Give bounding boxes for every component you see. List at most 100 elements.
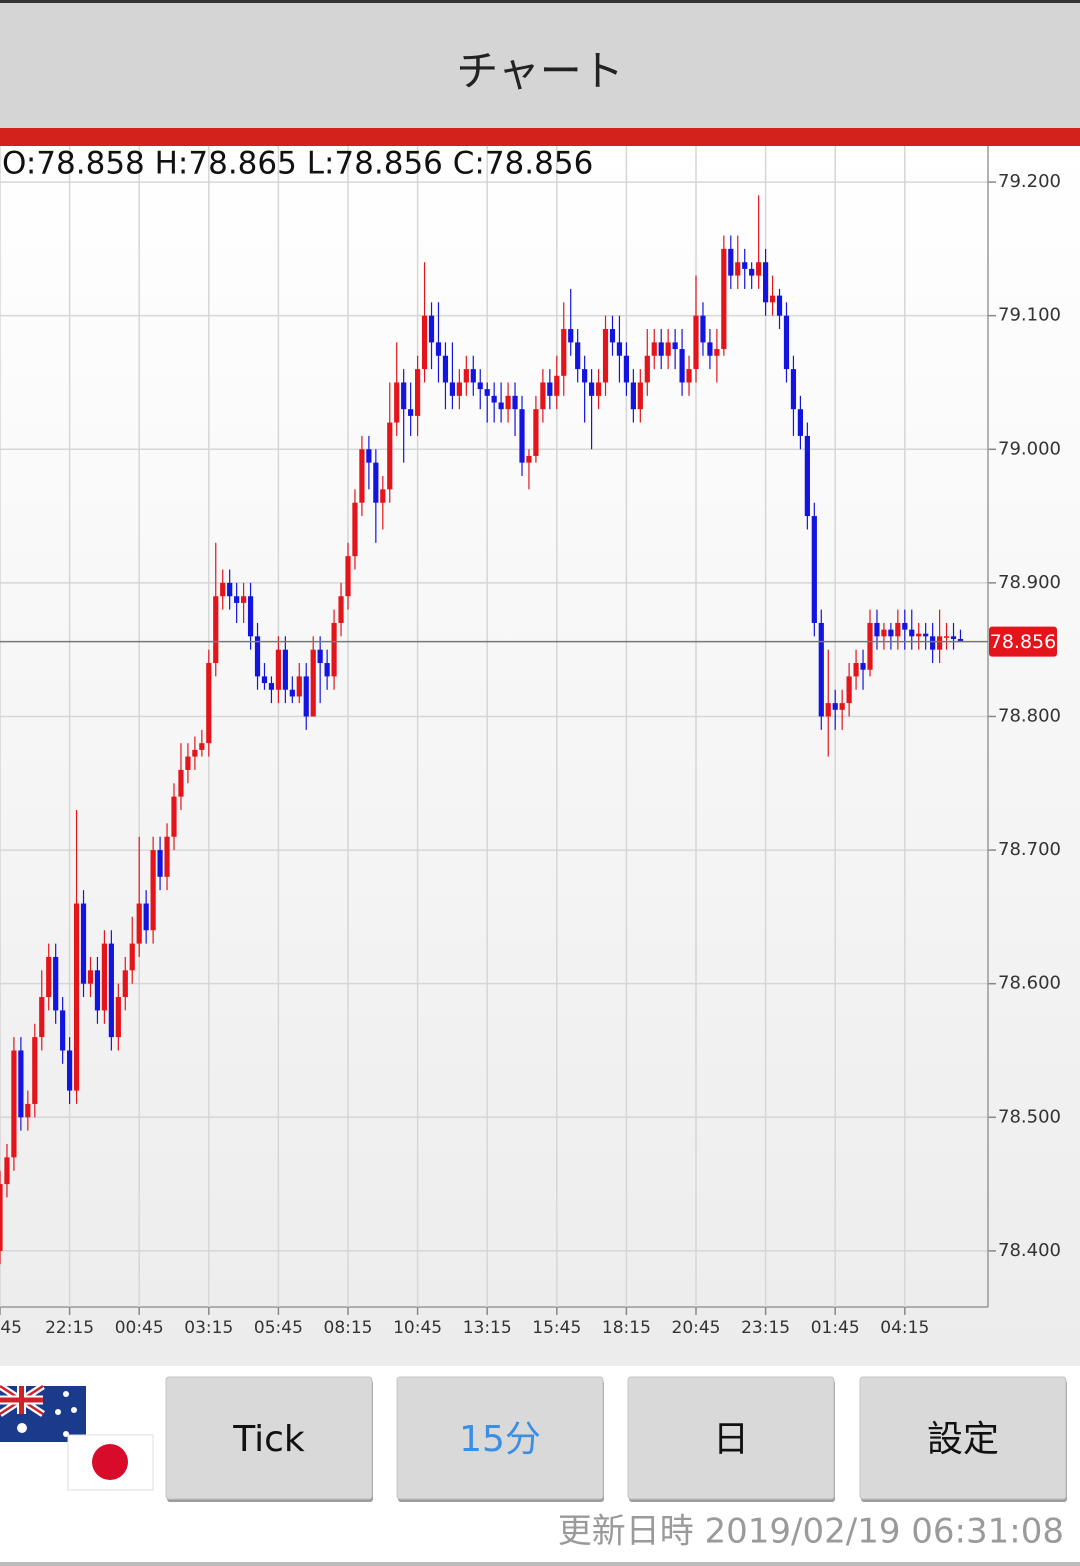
candle-body [818, 622, 824, 717]
candle-body [554, 375, 560, 396]
x-tick-label: 20:45 [672, 1318, 721, 1338]
y-tick-label: 79.000 [998, 438, 1061, 459]
candle-body [421, 315, 428, 370]
button[interactable] [627, 1376, 835, 1500]
candle-body [630, 382, 636, 410]
candle-body [804, 435, 810, 517]
button[interactable] [859, 1376, 1067, 1500]
candle-body [310, 649, 316, 717]
candle-body [783, 315, 790, 370]
ohlc-header: O:78.858 H:78.865 L:78.856 C:78.856 [2, 146, 593, 182]
candle-body [832, 703, 838, 710]
app-title: チャート [456, 47, 624, 96]
candle-body [408, 409, 414, 416]
candle-body [589, 382, 595, 396]
candle-body [338, 596, 344, 623]
candle-body [442, 355, 449, 383]
candle-body [790, 369, 797, 410]
candle-body [491, 395, 497, 403]
candle-body [387, 422, 393, 490]
candle-body [846, 676, 852, 704]
candle-body [644, 355, 650, 383]
candle-body [463, 369, 469, 383]
app-bar [0, 0, 1080, 128]
candle-body [874, 622, 880, 637]
candle-body [234, 596, 240, 603]
y-tick-label: 79.100 [998, 305, 1061, 326]
candle-body [811, 516, 817, 623]
x-tick-label: 01:45 [811, 1318, 860, 1338]
candle-body [220, 582, 226, 597]
y-tick-label: 78.600 [998, 973, 1061, 994]
last-price-box [989, 626, 1057, 657]
candle-body [254, 636, 261, 677]
flag-au-star [71, 1407, 77, 1413]
candle-body [637, 382, 643, 410]
x-tick-label: 15:45 [532, 1318, 581, 1338]
candle-body [582, 369, 588, 383]
candle-body [18, 1050, 24, 1118]
candle-body [331, 622, 337, 677]
top-edge [0, 0, 1080, 3]
candle-body [366, 449, 372, 463]
candle-body [164, 836, 170, 877]
candle-body [540, 382, 546, 410]
candle-body [296, 676, 302, 697]
bottom-edge [0, 1562, 1080, 1566]
button-label[interactable]: 設定 [927, 1419, 999, 1460]
candle-body [756, 262, 762, 276]
candle-body [46, 956, 52, 998]
candle-body [241, 596, 247, 603]
button[interactable] [396, 1376, 604, 1500]
chart-background [0, 146, 1080, 1366]
candle-body [672, 342, 678, 350]
candle-body [317, 649, 323, 664]
candle-body [860, 663, 866, 670]
buttons: Tick 15分 日 設定 [165, 1376, 1067, 1502]
candle-body [380, 489, 386, 503]
plot: 79.200 79.100 79.000 78.900 78.800 78.700 78.6… [0, 146, 1061, 1338]
candle-body [80, 903, 87, 984]
candle-body [484, 389, 490, 396]
candle-body [227, 582, 233, 597]
candle-body [101, 943, 107, 1011]
candle-body [87, 970, 94, 984]
candle-body [769, 295, 776, 303]
button-label[interactable]: Tick [232, 1419, 305, 1460]
candle-body [519, 409, 525, 463]
currency-flags[interactable] [0, 1383, 154, 1491]
flag-au-star [17, 1423, 27, 1433]
candle-body [449, 382, 455, 396]
button-label[interactable]: 15分 [459, 1419, 541, 1460]
candle-body [261, 676, 268, 684]
candle-body [533, 409, 539, 456]
candle-body [561, 329, 567, 376]
candle-body [185, 756, 191, 770]
x-tick-label: 00:45 [115, 1318, 164, 1338]
candle-body [401, 382, 407, 410]
candle-body [324, 663, 330, 677]
button-label[interactable]: 日 [713, 1419, 749, 1460]
candle-body [665, 342, 671, 356]
y-tick-label: 78.800 [998, 705, 1061, 726]
button[interactable] [165, 1376, 373, 1500]
candle-body [178, 769, 184, 797]
flag-au-cross2-red [0, 1386, 43, 1414]
candle-body [282, 649, 288, 690]
x-tick-label: 23:15 [741, 1318, 790, 1338]
x-tick-label: 18:15 [602, 1318, 651, 1338]
candle-body [950, 636, 957, 639]
candle-body [143, 903, 149, 931]
candle-body [602, 329, 609, 383]
accent-bar [0, 128, 1080, 146]
candle-body [73, 903, 80, 1091]
candle-body [470, 369, 476, 383]
candle-body [247, 596, 254, 637]
candle-body [192, 749, 198, 757]
candle-body [923, 633, 929, 637]
candle-body [735, 262, 741, 276]
y-tick-label: 78.400 [998, 1240, 1061, 1261]
candle-body [53, 956, 59, 1011]
candle-body [498, 402, 504, 410]
